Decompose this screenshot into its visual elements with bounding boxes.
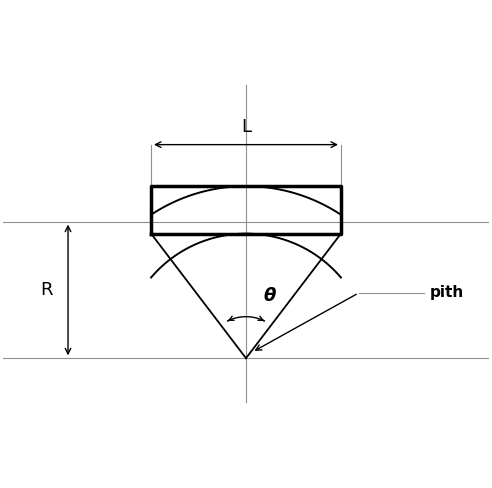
Text: L: L <box>241 118 251 136</box>
Text: pith: pith <box>430 285 464 301</box>
Text: θ: θ <box>264 287 276 305</box>
Text: R: R <box>41 281 53 299</box>
